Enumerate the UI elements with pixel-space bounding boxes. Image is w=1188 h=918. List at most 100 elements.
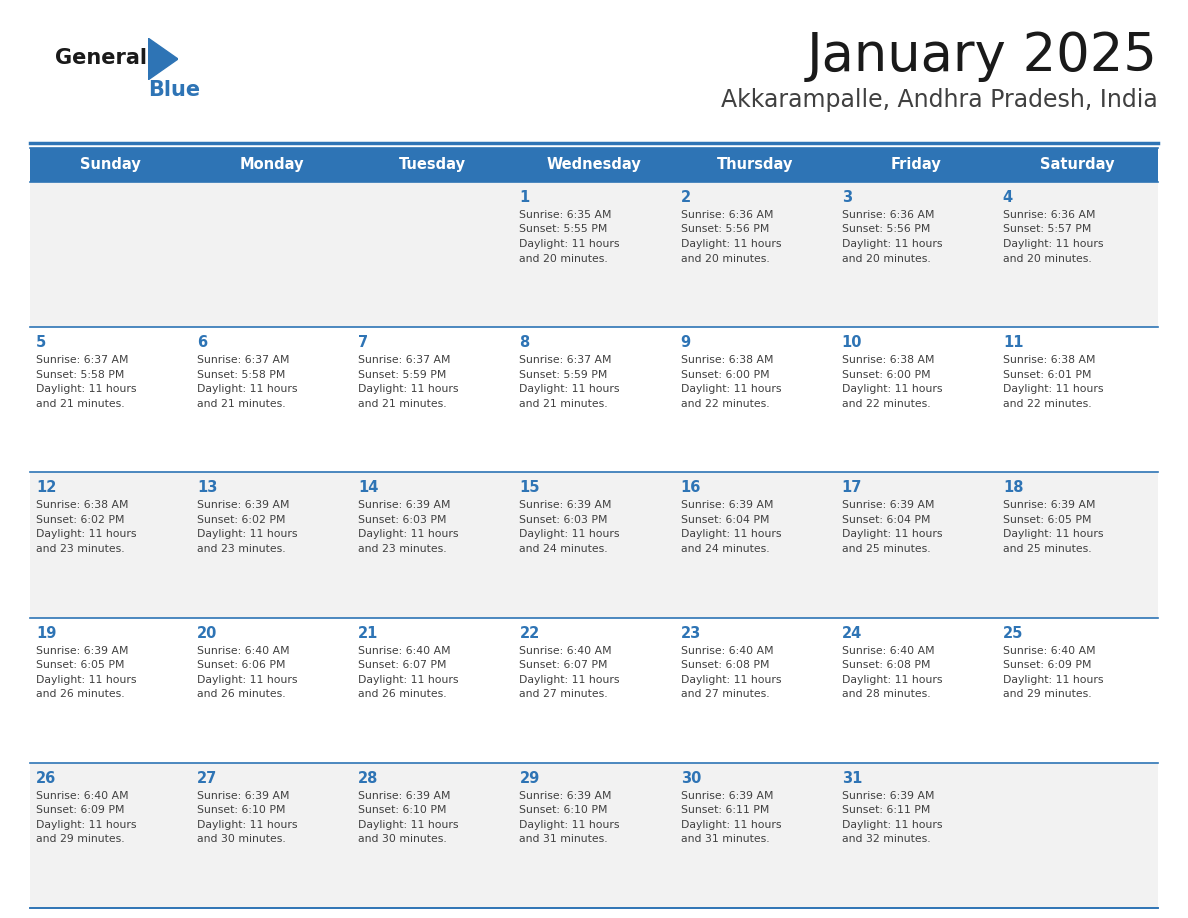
Text: Sunset: 5:58 PM: Sunset: 5:58 PM xyxy=(36,370,125,380)
Text: Sunset: 6:05 PM: Sunset: 6:05 PM xyxy=(1003,515,1092,525)
Text: Sunset: 5:59 PM: Sunset: 5:59 PM xyxy=(359,370,447,380)
Text: Sunset: 6:07 PM: Sunset: 6:07 PM xyxy=(359,660,447,670)
Text: Blue: Blue xyxy=(148,80,200,100)
Text: 6: 6 xyxy=(197,335,207,350)
Text: Daylight: 11 hours: Daylight: 11 hours xyxy=(842,675,942,685)
Text: Wednesday: Wednesday xyxy=(546,158,642,173)
Text: 1: 1 xyxy=(519,190,530,205)
Text: Daylight: 11 hours: Daylight: 11 hours xyxy=(359,820,459,830)
Text: 16: 16 xyxy=(681,480,701,496)
Text: Daylight: 11 hours: Daylight: 11 hours xyxy=(36,675,137,685)
Text: 12: 12 xyxy=(36,480,56,496)
Text: and 22 minutes.: and 22 minutes. xyxy=(1003,398,1092,409)
Text: Daylight: 11 hours: Daylight: 11 hours xyxy=(519,820,620,830)
Text: 24: 24 xyxy=(842,625,862,641)
Text: and 27 minutes.: and 27 minutes. xyxy=(681,689,769,700)
Text: Sunset: 6:11 PM: Sunset: 6:11 PM xyxy=(681,805,769,815)
Text: Sunrise: 6:38 AM: Sunrise: 6:38 AM xyxy=(1003,355,1095,365)
Text: and 22 minutes.: and 22 minutes. xyxy=(681,398,769,409)
Text: Sunset: 6:09 PM: Sunset: 6:09 PM xyxy=(36,805,125,815)
Text: Tuesday: Tuesday xyxy=(399,158,467,173)
Text: and 30 minutes.: and 30 minutes. xyxy=(359,834,447,845)
Text: Sunset: 6:02 PM: Sunset: 6:02 PM xyxy=(36,515,125,525)
Text: and 28 minutes.: and 28 minutes. xyxy=(842,689,930,700)
Text: Daylight: 11 hours: Daylight: 11 hours xyxy=(1003,385,1104,394)
Text: 18: 18 xyxy=(1003,480,1023,496)
Text: January 2025: January 2025 xyxy=(807,30,1158,82)
Text: Sunrise: 6:39 AM: Sunrise: 6:39 AM xyxy=(197,790,290,800)
Text: 4: 4 xyxy=(1003,190,1013,205)
Text: Sunset: 5:55 PM: Sunset: 5:55 PM xyxy=(519,225,608,234)
Text: Sunset: 6:11 PM: Sunset: 6:11 PM xyxy=(842,805,930,815)
Text: Daylight: 11 hours: Daylight: 11 hours xyxy=(681,820,781,830)
Text: Daylight: 11 hours: Daylight: 11 hours xyxy=(36,530,137,540)
Text: Sunset: 6:03 PM: Sunset: 6:03 PM xyxy=(359,515,447,525)
Text: Saturday: Saturday xyxy=(1041,158,1114,173)
Text: and 24 minutes.: and 24 minutes. xyxy=(681,543,769,554)
Text: and 22 minutes.: and 22 minutes. xyxy=(842,398,930,409)
Text: and 26 minutes.: and 26 minutes. xyxy=(359,689,447,700)
Text: Sunrise: 6:39 AM: Sunrise: 6:39 AM xyxy=(519,500,612,510)
Text: 25: 25 xyxy=(1003,625,1023,641)
Text: and 25 minutes.: and 25 minutes. xyxy=(1003,543,1092,554)
Text: Sunrise: 6:38 AM: Sunrise: 6:38 AM xyxy=(842,355,934,365)
Text: and 31 minutes.: and 31 minutes. xyxy=(519,834,608,845)
Text: Friday: Friday xyxy=(891,158,942,173)
Text: Akkarampalle, Andhra Pradesh, India: Akkarampalle, Andhra Pradesh, India xyxy=(721,88,1158,112)
Text: Sunset: 5:56 PM: Sunset: 5:56 PM xyxy=(842,225,930,234)
Text: Sunset: 6:10 PM: Sunset: 6:10 PM xyxy=(519,805,608,815)
Text: Sunset: 6:08 PM: Sunset: 6:08 PM xyxy=(681,660,769,670)
Text: Daylight: 11 hours: Daylight: 11 hours xyxy=(197,530,298,540)
Text: Sunset: 6:04 PM: Sunset: 6:04 PM xyxy=(681,515,769,525)
Text: and 26 minutes.: and 26 minutes. xyxy=(36,689,125,700)
Text: and 31 minutes.: and 31 minutes. xyxy=(681,834,769,845)
Text: 9: 9 xyxy=(681,335,690,350)
Text: 2: 2 xyxy=(681,190,690,205)
Text: Sunday: Sunday xyxy=(81,158,141,173)
Text: Sunrise: 6:40 AM: Sunrise: 6:40 AM xyxy=(197,645,290,655)
Text: Sunrise: 6:39 AM: Sunrise: 6:39 AM xyxy=(681,500,773,510)
Text: 19: 19 xyxy=(36,625,56,641)
Text: 15: 15 xyxy=(519,480,539,496)
Text: 3: 3 xyxy=(842,190,852,205)
Text: Sunset: 5:58 PM: Sunset: 5:58 PM xyxy=(197,370,285,380)
Text: Sunset: 6:10 PM: Sunset: 6:10 PM xyxy=(359,805,447,815)
Text: Sunrise: 6:40 AM: Sunrise: 6:40 AM xyxy=(359,645,451,655)
Text: Sunset: 6:00 PM: Sunset: 6:00 PM xyxy=(681,370,769,380)
Text: Sunrise: 6:39 AM: Sunrise: 6:39 AM xyxy=(842,500,934,510)
Text: Sunrise: 6:39 AM: Sunrise: 6:39 AM xyxy=(1003,500,1095,510)
Text: Sunset: 6:04 PM: Sunset: 6:04 PM xyxy=(842,515,930,525)
Text: 7: 7 xyxy=(359,335,368,350)
Text: and 23 minutes.: and 23 minutes. xyxy=(197,543,286,554)
Text: Sunrise: 6:39 AM: Sunrise: 6:39 AM xyxy=(359,790,450,800)
Text: 20: 20 xyxy=(197,625,217,641)
Text: and 29 minutes.: and 29 minutes. xyxy=(36,834,125,845)
Text: Daylight: 11 hours: Daylight: 11 hours xyxy=(842,239,942,249)
Text: Sunrise: 6:40 AM: Sunrise: 6:40 AM xyxy=(36,790,128,800)
Text: and 27 minutes.: and 27 minutes. xyxy=(519,689,608,700)
Polygon shape xyxy=(148,38,178,80)
Text: Daylight: 11 hours: Daylight: 11 hours xyxy=(519,675,620,685)
Text: Daylight: 11 hours: Daylight: 11 hours xyxy=(1003,675,1104,685)
Text: Daylight: 11 hours: Daylight: 11 hours xyxy=(36,820,137,830)
Text: 22: 22 xyxy=(519,625,539,641)
Text: and 23 minutes.: and 23 minutes. xyxy=(359,543,447,554)
Text: General: General xyxy=(55,48,147,68)
Text: Daylight: 11 hours: Daylight: 11 hours xyxy=(519,239,620,249)
Text: Sunset: 6:03 PM: Sunset: 6:03 PM xyxy=(519,515,608,525)
Text: 23: 23 xyxy=(681,625,701,641)
Text: Daylight: 11 hours: Daylight: 11 hours xyxy=(681,530,781,540)
Text: Daylight: 11 hours: Daylight: 11 hours xyxy=(681,239,781,249)
Text: and 20 minutes.: and 20 minutes. xyxy=(519,253,608,263)
Text: 28: 28 xyxy=(359,771,379,786)
Text: Sunset: 6:01 PM: Sunset: 6:01 PM xyxy=(1003,370,1092,380)
Text: and 29 minutes.: and 29 minutes. xyxy=(1003,689,1092,700)
Text: Sunset: 6:06 PM: Sunset: 6:06 PM xyxy=(197,660,285,670)
Text: Sunrise: 6:37 AM: Sunrise: 6:37 AM xyxy=(519,355,612,365)
Text: Sunset: 6:07 PM: Sunset: 6:07 PM xyxy=(519,660,608,670)
Text: 5: 5 xyxy=(36,335,46,350)
Text: Daylight: 11 hours: Daylight: 11 hours xyxy=(842,530,942,540)
Text: Daylight: 11 hours: Daylight: 11 hours xyxy=(681,675,781,685)
Text: and 20 minutes.: and 20 minutes. xyxy=(1003,253,1092,263)
Text: Sunset: 6:10 PM: Sunset: 6:10 PM xyxy=(197,805,285,815)
